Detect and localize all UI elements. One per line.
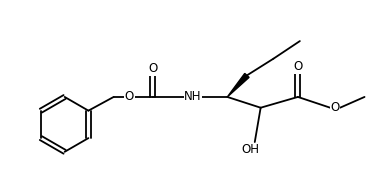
Text: O: O (293, 60, 303, 73)
Text: OH: OH (242, 143, 260, 156)
Polygon shape (227, 73, 249, 97)
Text: NH: NH (184, 90, 202, 103)
Text: O: O (125, 90, 134, 103)
Text: O: O (148, 62, 158, 75)
Text: O: O (331, 101, 340, 114)
